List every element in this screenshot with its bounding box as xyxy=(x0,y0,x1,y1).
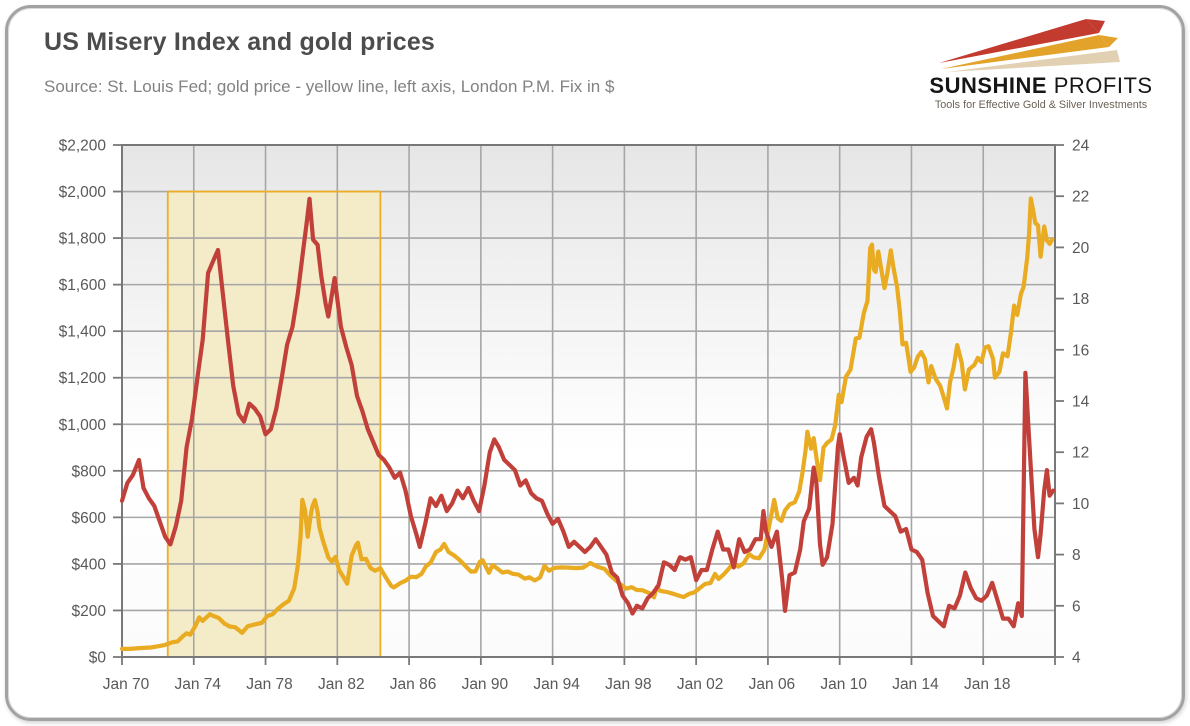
misery-index-line xyxy=(119,196,1056,629)
y-right-tick-label: 22 xyxy=(1072,189,1089,206)
y-left-tick-label: $2,200 xyxy=(59,138,107,155)
y-right-tick-label: 18 xyxy=(1072,291,1089,308)
x-tick-label: Jan 14 xyxy=(892,676,939,693)
y-left-tick-label: $2,000 xyxy=(59,184,107,201)
y-right-tick-label: 24 xyxy=(1072,138,1090,155)
logo-arrows-icon xyxy=(939,19,1120,72)
x-tick-label: Jan 98 xyxy=(605,676,652,693)
y-left-tick-label: $1,800 xyxy=(59,231,107,248)
y-left-tick-label: $600 xyxy=(72,510,107,527)
logo-name-primary: SUNSHINE xyxy=(929,73,1048,98)
y-right-tick-label: 14 xyxy=(1072,394,1090,411)
x-tick-label: Jan 10 xyxy=(820,676,867,693)
logo-name-secondary: PROFITS xyxy=(1047,73,1153,98)
x-tick-label: Jan 86 xyxy=(390,676,437,693)
y-left-tick-label: $0 xyxy=(89,650,107,667)
y-left-tick-label: $800 xyxy=(72,463,107,480)
y-left-tick-label: $1,000 xyxy=(59,417,107,434)
x-tick-label: Jan 82 xyxy=(318,676,365,693)
logo-tagline: Tools for Effective Gold & Silver Invest… xyxy=(934,99,1148,112)
y-right-tick-label: 12 xyxy=(1072,445,1089,462)
y-right-tick-label: 6 xyxy=(1072,598,1081,615)
gold-price-line xyxy=(119,196,1055,652)
y-right-tick-label: 4 xyxy=(1072,650,1081,667)
sunshine-profits-logo: SUNSHINE PROFITS Tools for Effective Gol… xyxy=(916,12,1166,111)
chart-title: US Misery Index and gold prices xyxy=(44,28,436,56)
x-tick-label: Jan 74 xyxy=(174,676,221,693)
y-right-tick-label: 20 xyxy=(1072,240,1090,257)
chart-subtitle: Source: St. Louis Fed; gold price - yell… xyxy=(44,77,615,96)
y-right-tick-label: 16 xyxy=(1072,342,1089,359)
logo-wordmark: SUNSHINE PROFITS xyxy=(916,74,1166,97)
y-left-tick-label: $1,600 xyxy=(59,277,107,294)
y-left-tick-label: $200 xyxy=(72,603,107,620)
x-tick-label: Jan 78 xyxy=(246,676,293,693)
x-tick-label: Jan 06 xyxy=(749,676,796,693)
x-tick-label: Jan 90 xyxy=(462,676,509,693)
y-left-tick-label: $1,200 xyxy=(59,370,107,387)
y-right-tick-label: 8 xyxy=(1072,547,1081,564)
y-left-tick-label: $1,400 xyxy=(59,324,107,341)
x-tick-label: Jan 94 xyxy=(533,676,580,693)
x-tick-label: Jan 02 xyxy=(677,676,724,693)
y-right-tick-label: 10 xyxy=(1072,496,1090,513)
y-left-tick-label: $400 xyxy=(72,556,107,573)
x-tick-label: Jan 70 xyxy=(103,676,150,693)
x-tick-label: Jan 18 xyxy=(964,676,1011,693)
